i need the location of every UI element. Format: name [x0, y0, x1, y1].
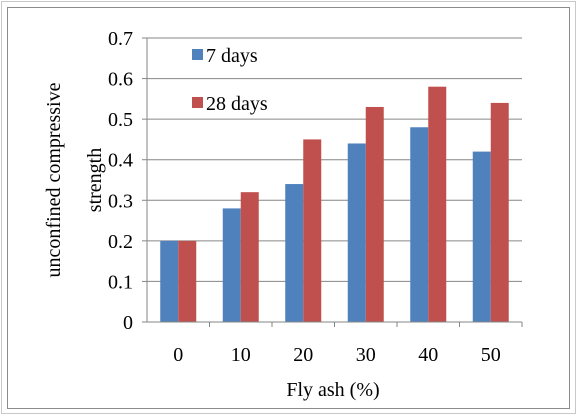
y-tick-label: 0.5: [108, 109, 133, 131]
axes: [142, 37, 523, 327]
gridlines: [147, 37, 522, 282]
chart-border: [7, 7, 570, 409]
y-tick-label: 0.7: [108, 28, 133, 50]
bar-7-days-0: [160, 240, 179, 322]
x-axis-title: Fly ash (%): [286, 379, 379, 401]
y-axis-title-line-1: unconfined compressive: [43, 82, 65, 277]
x-tick-label: 20: [293, 344, 313, 366]
x-tick-label: 30: [356, 344, 376, 366]
y-tick-label: 0.2: [108, 231, 133, 253]
bar-7-days-20: [285, 184, 304, 322]
y-tick-label: 0.1: [108, 271, 133, 293]
bar-28-days-40: [428, 86, 447, 322]
y-tick-label: 0.6: [108, 69, 133, 91]
bar-7-days-10: [222, 208, 241, 322]
bar-7-days-40: [410, 127, 429, 322]
y-tick-labels: 0 0.1 0.2 0.3 0.4 0.5 0.6 0.7: [108, 28, 133, 334]
bar-7-days-30: [347, 143, 366, 322]
bars: [160, 86, 509, 323]
bar-7-days-50: [472, 151, 491, 322]
legend-swatch-7-days: [192, 49, 203, 60]
x-tick-label: 10: [231, 344, 251, 366]
legend-label-7-days: 7 days: [206, 45, 258, 67]
bar-28-days-0: [178, 240, 197, 322]
x-tick-labels: 0 10 20 30 40 50: [173, 344, 501, 366]
bar-28-days-20: [303, 139, 322, 322]
x-tick-label: 50: [481, 344, 501, 366]
bar-28-days-50: [490, 102, 509, 323]
legend-label-28-days: 28 days: [206, 93, 268, 115]
y-tick-label: 0: [123, 312, 133, 334]
legend: 7 days 28 days: [192, 45, 268, 115]
legend-swatch-28-days: [192, 97, 203, 108]
x-tick-label: 40: [418, 344, 438, 366]
y-axis-title-line-2: strength: [84, 148, 106, 212]
bar-28-days-30: [365, 106, 384, 322]
y-axis-title: unconfined compressive strength: [43, 82, 106, 277]
bar-28-days-10: [240, 192, 259, 322]
y-tick-label: 0.3: [108, 190, 133, 212]
x-tick-label: 0: [173, 344, 183, 366]
y-tick-label: 0.4: [108, 150, 133, 172]
